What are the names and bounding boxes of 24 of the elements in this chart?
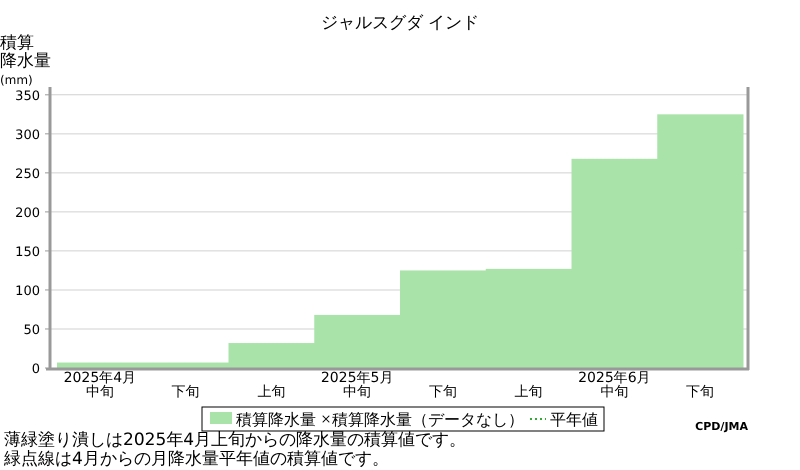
x-tick-label: 2025年5月中旬 xyxy=(320,370,394,400)
legend-label: 積算降水量 xyxy=(236,410,316,429)
y-tick-label: 350 xyxy=(15,88,40,104)
y-tick-label: 50 xyxy=(23,322,40,338)
y-tick-label: 150 xyxy=(15,244,40,260)
text: CPD/JMA xyxy=(695,420,748,433)
y-axis-title: 積算降水量(mm) xyxy=(0,33,51,87)
chart-title: ジャルスグダ インド xyxy=(320,13,480,33)
x-tick-label: 上旬 xyxy=(257,384,286,400)
x-tick-label: 下旬 xyxy=(172,384,200,400)
y-tick-label: 250 xyxy=(15,166,40,182)
x-tick-label: 2025年4月中旬 xyxy=(64,370,136,400)
y-tick-label: 0 xyxy=(32,362,40,377)
x-tick-label: 上旬 xyxy=(514,384,543,400)
y-tick-label: 300 xyxy=(15,128,40,143)
text: 緑点線は4月からの月降水量平年値の積算値です。 xyxy=(3,449,389,469)
x-tick-label: 2025年6月中旬 xyxy=(578,370,651,400)
x-tick-label: 下旬 xyxy=(428,384,457,400)
legend-label: 積算降水量（データなし） xyxy=(332,410,524,429)
x-tick-label: 下旬 xyxy=(686,384,714,400)
legend-label: 平年値 xyxy=(550,410,598,429)
text: 薄緑塗り潰しは2025年4月上旬からの降水量の積算値です。 xyxy=(4,430,466,450)
y-tick-label: 100 xyxy=(15,284,40,299)
y-tick-label: 200 xyxy=(15,206,40,221)
